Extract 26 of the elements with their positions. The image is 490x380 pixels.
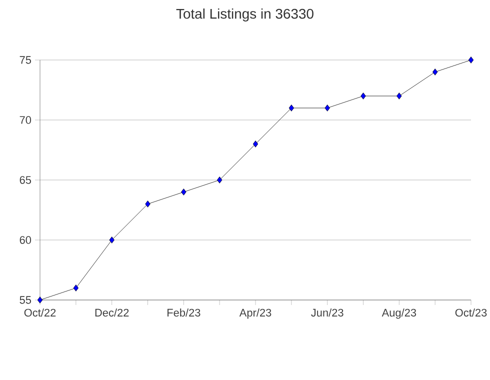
y-tick-label: 75 [20, 56, 32, 64]
x-tick-label: Jun/23 [311, 308, 344, 317]
x-tick-label: Oct/22 [24, 308, 56, 317]
x-tick-label: Apr/23 [239, 308, 272, 319]
y-tick-label: 55 [20, 296, 32, 304]
point [181, 188, 186, 196]
point [252, 140, 258, 148]
point [432, 68, 438, 76]
point [73, 284, 79, 292]
y-tick-label: 65 [20, 176, 32, 184]
x-tick-label: Dec/22 [95, 308, 129, 317]
point [109, 236, 114, 244]
point [360, 92, 366, 100]
point [288, 104, 294, 112]
x-tick-label: Feb/23 [168, 308, 200, 317]
y-tick-label: 60 [20, 236, 32, 244]
x-tick-label: Oct/23 [455, 308, 487, 317]
x-tick-label: Aug/23 [382, 308, 416, 319]
point [217, 176, 222, 184]
chart-title: Total Listings in 36330 [176, 8, 314, 22]
y-tick-label: 70 [20, 116, 32, 124]
point [324, 104, 330, 112]
point [37, 296, 43, 304]
point [145, 200, 150, 208]
point [468, 56, 474, 64]
point [396, 92, 402, 100]
